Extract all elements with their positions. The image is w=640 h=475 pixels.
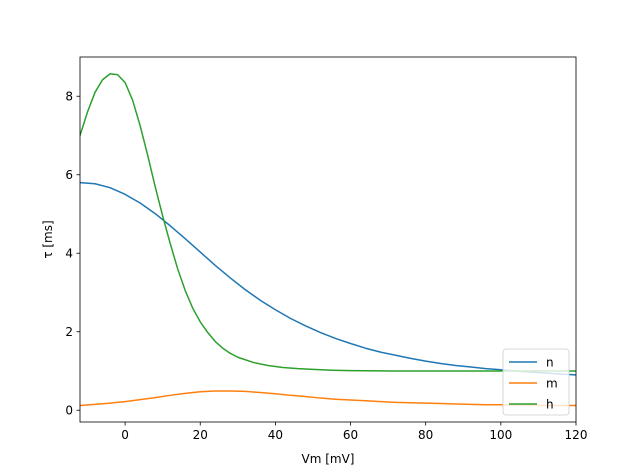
y-tick-label: 2 <box>65 325 73 339</box>
series-layer <box>80 73 576 407</box>
y-axis-label: τ [ms] <box>41 220 55 258</box>
x-tick-label: 120 <box>565 428 588 442</box>
x-tick-label: 80 <box>418 428 433 442</box>
legend-label-m: m <box>546 376 558 390</box>
series-line-h <box>80 73 576 372</box>
legend: nmh <box>502 348 570 416</box>
y-tick-label: 0 <box>65 404 73 418</box>
legend-label-h: h <box>546 397 554 411</box>
y-axis-ticks: 0 2 4 6 8 <box>65 90 80 418</box>
x-axis-label: Vm [mV] <box>302 452 355 466</box>
x-tick-label: 0 <box>121 428 129 442</box>
y-tick-label: 4 <box>65 247 73 261</box>
y-tick-label: 8 <box>65 90 73 104</box>
x-axis-ticks: 0 20 40 60 80 100 120 <box>121 422 587 442</box>
y-tick-label: 6 <box>65 168 73 182</box>
series-line-n <box>80 181 576 376</box>
plot-frame <box>79 56 577 423</box>
series-line-m <box>80 390 576 407</box>
plot-area <box>80 57 576 422</box>
x-tick-label: 20 <box>193 428 208 442</box>
x-tick-label: 100 <box>489 428 512 442</box>
x-tick-label: 60 <box>343 428 358 442</box>
x-tick-label: 40 <box>268 428 283 442</box>
legend-box <box>502 348 570 416</box>
legend-label-n: n <box>546 355 554 369</box>
